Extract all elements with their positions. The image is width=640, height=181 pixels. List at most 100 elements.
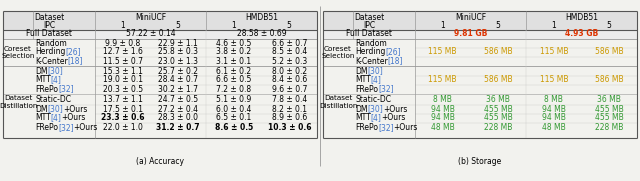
Text: [18]: [18] [388,56,403,66]
Text: 586 MB: 586 MB [484,47,513,56]
Text: 31.2 ± 0.7: 31.2 ± 0.7 [156,123,200,132]
Text: 8.2 ± 0.1: 8.2 ± 0.1 [272,104,307,113]
Text: 22.9 ± 1.1: 22.9 ± 1.1 [158,39,198,47]
Text: [30]: [30] [47,104,63,113]
Text: FRePo: FRePo [35,123,58,132]
Text: [30]: [30] [367,104,383,113]
Text: +Ours: +Ours [381,113,406,123]
Text: 5: 5 [607,20,612,30]
Text: 1: 1 [232,20,236,30]
Text: [4]: [4] [51,75,61,85]
Text: 94 MB: 94 MB [542,113,566,123]
Text: [32]: [32] [378,123,394,132]
Text: DM: DM [35,104,47,113]
Text: MTT: MTT [355,75,371,85]
Text: 9.9 ± 0.8: 9.9 ± 0.8 [105,39,140,47]
Text: K-Center: K-Center [355,56,388,66]
Text: DM: DM [35,66,47,75]
Text: Dataset
Distillation: Dataset Distillation [0,96,37,108]
Text: Full Dataset: Full Dataset [346,30,392,39]
Text: [4]: [4] [371,113,381,123]
Text: 8 MB: 8 MB [544,94,563,104]
Text: 6.1 ± 0.2: 6.1 ± 0.2 [216,66,252,75]
Text: 115 MB: 115 MB [429,75,457,85]
Text: 4.6 ± 0.5: 4.6 ± 0.5 [216,39,252,47]
Text: MTT: MTT [355,113,371,123]
Text: IPC: IPC [363,20,375,30]
Text: 9.81 GB: 9.81 GB [454,30,487,39]
Text: Herding: Herding [35,47,65,56]
Text: DM: DM [355,104,367,113]
Text: +Ours: +Ours [383,104,408,113]
Text: FRePo: FRePo [355,85,378,94]
Text: [32]: [32] [58,123,74,132]
Text: +Ours: +Ours [394,123,418,132]
Text: 48 MB: 48 MB [431,123,454,132]
Text: [32]: [32] [378,85,394,94]
Text: 5: 5 [287,20,292,30]
Text: 6.6 ± 0.7: 6.6 ± 0.7 [271,39,307,47]
Text: 8.9 ± 0.6: 8.9 ± 0.6 [271,113,307,123]
Text: 586 MB: 586 MB [484,75,513,85]
Text: 20.3 ± 0.5: 20.3 ± 0.5 [102,85,143,94]
Text: 22.0 ± 1.0: 22.0 ± 1.0 [103,123,143,132]
Text: [26]: [26] [65,47,81,56]
Text: 15.3 ± 1.1: 15.3 ± 1.1 [103,66,143,75]
Text: 8.5 ± 0.4: 8.5 ± 0.4 [271,47,307,56]
Text: [4]: [4] [51,113,61,123]
Text: 8.4 ± 0.6: 8.4 ± 0.6 [271,75,307,85]
Text: 11.5 ± 0.7: 11.5 ± 0.7 [103,56,143,66]
Text: +Ours: +Ours [61,113,86,123]
Text: 17.5 ± 0.1: 17.5 ± 0.1 [103,104,143,113]
Text: 94 MB: 94 MB [542,104,566,113]
Text: 3.1 ± 0.1: 3.1 ± 0.1 [216,56,252,66]
Text: 13.7 ± 1.1: 13.7 ± 1.1 [103,94,143,104]
Text: 28.4 ± 0.7: 28.4 ± 0.7 [158,75,198,85]
Text: 7.8 ± 0.4: 7.8 ± 0.4 [271,94,307,104]
Text: 5: 5 [496,20,500,30]
Text: HMDB51: HMDB51 [245,12,278,22]
Text: 10.3 ± 0.6: 10.3 ± 0.6 [268,123,311,132]
Text: Coreset
Selection: Coreset Selection [1,46,35,59]
Text: 27.2 ± 0.4: 27.2 ± 0.4 [158,104,198,113]
Text: 1: 1 [120,20,125,30]
Text: 8.6 ± 0.5: 8.6 ± 0.5 [214,123,253,132]
Text: 115 MB: 115 MB [540,75,568,85]
Text: 8 MB: 8 MB [433,94,452,104]
Text: [30]: [30] [47,66,63,75]
Text: 6.5 ± 0.1: 6.5 ± 0.1 [216,113,252,123]
Text: Random: Random [35,39,67,47]
Text: 23.0 ± 1.3: 23.0 ± 1.3 [158,56,198,66]
Text: MiniUCF: MiniUCF [455,12,486,22]
Text: 36 MB: 36 MB [597,94,621,104]
Bar [3,30,317,39]
Text: Coreset
Selection: Coreset Selection [321,46,355,59]
Text: Herding: Herding [355,47,385,56]
Text: HMDB51: HMDB51 [565,12,598,22]
Text: [30]: [30] [367,66,383,75]
Text: 57.22 ± 0.14: 57.22 ± 0.14 [125,30,175,39]
Text: 228 MB: 228 MB [484,123,513,132]
Text: 48 MB: 48 MB [542,123,566,132]
Text: 24.7 ± 0.5: 24.7 ± 0.5 [158,94,198,104]
Text: 12.7 ± 1.6: 12.7 ± 1.6 [103,47,143,56]
Text: 1: 1 [552,20,556,30]
Text: 5.1 ± 0.9: 5.1 ± 0.9 [216,94,252,104]
Text: MiniUCF: MiniUCF [135,12,166,22]
Text: Static-DC: Static-DC [35,94,71,104]
Text: K-Center: K-Center [35,56,68,66]
Bar [3,11,317,30]
Text: MTT: MTT [35,75,51,85]
Text: 3.8 ± 0.2: 3.8 ± 0.2 [216,47,252,56]
Text: 7.2 ± 0.8: 7.2 ± 0.8 [216,85,252,94]
Text: 25.8 ± 0.3: 25.8 ± 0.3 [158,47,198,56]
Text: 4.93 GB: 4.93 GB [565,30,598,39]
Text: Full Dataset: Full Dataset [26,30,72,39]
Text: IPC: IPC [43,20,55,30]
Text: [18]: [18] [68,56,83,66]
Text: 455 MB: 455 MB [484,104,513,113]
Text: 586 MB: 586 MB [595,47,623,56]
Text: FRePo: FRePo [355,123,378,132]
Text: +Ours: +Ours [63,104,88,113]
Bar [323,11,637,30]
